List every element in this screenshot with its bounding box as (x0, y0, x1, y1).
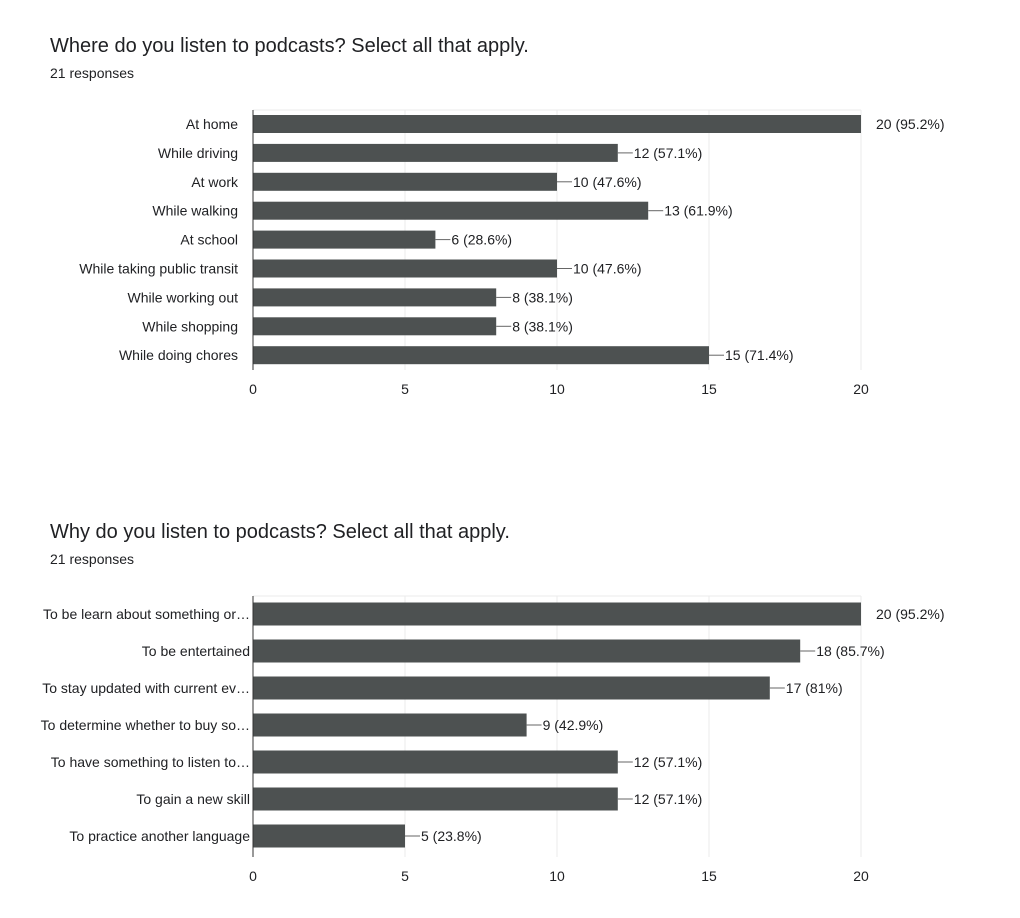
bar (253, 787, 618, 811)
bar (253, 288, 497, 307)
category-label: While walking (152, 203, 238, 219)
category-label: To stay updated with current ev… (42, 680, 250, 696)
category-label: To have something to listen to… (51, 754, 250, 770)
bar (253, 172, 557, 191)
x-tick-label: 20 (853, 868, 869, 884)
category-label: At home (186, 116, 238, 132)
category-label: While working out (128, 289, 239, 305)
bar (253, 602, 861, 626)
value-label: 13 (61.9%) (664, 203, 732, 219)
category-label: While taking public transit (79, 261, 238, 277)
bar (253, 346, 709, 365)
value-label: 17 (81%) (786, 680, 843, 696)
x-tick-label: 15 (701, 868, 717, 884)
x-tick-label: 5 (401, 868, 409, 884)
question-title: Where do you listen to podcasts? Select … (50, 35, 529, 57)
category-label: While doing chores (119, 347, 238, 363)
value-label: 12 (57.1%) (634, 145, 702, 161)
x-tick-label: 20 (853, 381, 869, 397)
value-label: 8 (38.1%) (512, 318, 573, 334)
value-label: 15 (71.4%) (725, 347, 793, 363)
value-label: 9 (42.9%) (543, 717, 604, 733)
x-tick-label: 15 (701, 381, 717, 397)
bar (253, 676, 770, 700)
category-label: To be entertained (142, 643, 250, 659)
bar (253, 639, 801, 663)
value-label: 8 (38.1%) (512, 289, 573, 305)
bar (253, 750, 618, 774)
category-label: To be learn about something or… (43, 606, 250, 622)
x-tick-label: 0 (249, 381, 257, 397)
value-label: 6 (28.6%) (451, 232, 512, 248)
bar (253, 115, 861, 133)
bar (253, 317, 497, 336)
category-label: While shopping (142, 318, 238, 334)
bar (253, 824, 405, 848)
category-label: To practice another language (69, 828, 250, 844)
bar (253, 713, 527, 737)
value-label: 5 (23.8%) (421, 828, 482, 844)
category-label: To gain a new skill (136, 791, 250, 807)
bar (253, 143, 618, 162)
bar (253, 259, 557, 278)
x-tick-label: 10 (549, 868, 565, 884)
category-label: At school (180, 232, 238, 248)
bar (253, 230, 436, 249)
bar (253, 201, 649, 220)
value-label: 20 (95.2%) (876, 116, 944, 132)
x-tick-label: 10 (549, 381, 565, 397)
x-tick-label: 0 (249, 868, 257, 884)
category-label: At work (191, 174, 239, 190)
response-count: 21 responses (50, 551, 135, 567)
value-label: 18 (85.7%) (816, 643, 884, 659)
x-tick-label: 5 (401, 381, 409, 397)
category-label: To determine whether to buy so… (41, 717, 250, 733)
value-label: 10 (47.6%) (573, 174, 641, 190)
value-label: 12 (57.1%) (634, 791, 702, 807)
category-label: While driving (158, 145, 238, 161)
value-label: 20 (95.2%) (876, 606, 944, 622)
value-label: 10 (47.6%) (573, 261, 641, 277)
value-label: 12 (57.1%) (634, 754, 702, 770)
question-title: Why do you listen to podcasts? Select al… (50, 521, 510, 543)
response-count: 21 responses (50, 65, 135, 81)
